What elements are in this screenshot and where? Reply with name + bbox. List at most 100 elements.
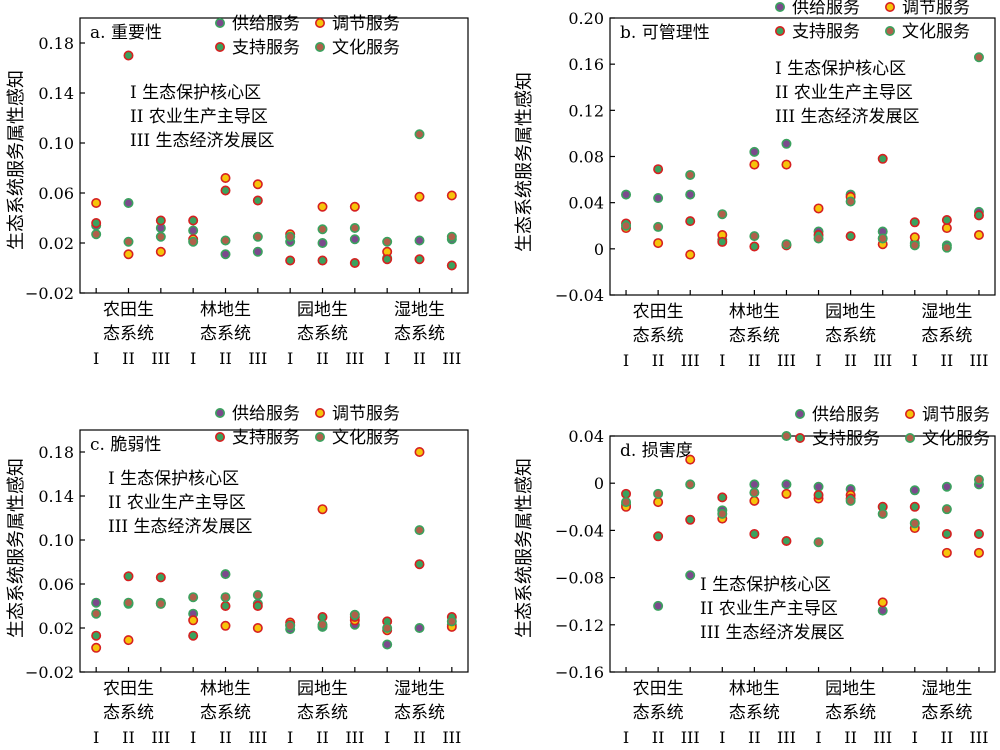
x-group-label: 湿地生 bbox=[394, 300, 445, 320]
zone-description: III 生态经济发展区 bbox=[108, 517, 253, 537]
data-point bbox=[349, 234, 360, 245]
data-point bbox=[909, 232, 920, 243]
data-point bbox=[781, 430, 792, 441]
data-point bbox=[285, 620, 296, 631]
data-point bbox=[446, 260, 457, 271]
y-tick-label: 0.18 bbox=[38, 34, 74, 53]
data-point bbox=[653, 164, 664, 175]
data-point bbox=[653, 600, 664, 611]
data-point bbox=[349, 609, 360, 620]
x-zone-label: II bbox=[316, 349, 329, 368]
zone-description: II 农业生产主导区 bbox=[108, 493, 246, 513]
series-3 bbox=[91, 50, 457, 271]
x-zone-label: II bbox=[748, 728, 761, 747]
data-point bbox=[252, 246, 263, 257]
data-point bbox=[188, 615, 199, 626]
x-zone-label: III bbox=[248, 728, 267, 747]
x-group-label: 态系统 bbox=[103, 324, 154, 344]
legend-label: 文化服务 bbox=[332, 38, 400, 58]
x-group-label: 湿地生 bbox=[394, 679, 445, 699]
x-zone-label: I bbox=[912, 351, 918, 370]
y-tick-label: −0.04 bbox=[555, 521, 604, 540]
x-zone-label: III bbox=[345, 349, 364, 368]
zone-legend: I 生态保护核心区 II 农业生产主导区 III 生态经济发展区 bbox=[700, 575, 845, 643]
x-group-label: 态系统 bbox=[921, 326, 972, 346]
y-tick-label: 0.02 bbox=[38, 234, 74, 253]
data-point bbox=[749, 487, 760, 498]
x-zone-label: I bbox=[912, 728, 918, 747]
data-point bbox=[317, 201, 328, 212]
zone-description: I 生态保护核心区 bbox=[700, 575, 831, 595]
data-point bbox=[685, 570, 696, 581]
x-group-label: 湿地生 bbox=[921, 302, 972, 322]
data-point bbox=[813, 203, 824, 214]
x-zone-label: II bbox=[413, 349, 426, 368]
data-point bbox=[155, 598, 166, 609]
x-group-label: 态系统 bbox=[394, 324, 445, 344]
data-point bbox=[749, 241, 760, 252]
data-point bbox=[621, 497, 632, 508]
data-point bbox=[252, 600, 263, 611]
data-point bbox=[813, 481, 824, 492]
data-point bbox=[91, 597, 102, 608]
x-zone-label: II bbox=[122, 349, 135, 368]
data-point bbox=[749, 528, 760, 539]
data-point bbox=[909, 501, 920, 512]
zone-legend: I 生态保护核心区 II 农业生产主导区 III 生态经济发展区 bbox=[108, 469, 253, 537]
x-group-label: 态系统 bbox=[297, 703, 348, 723]
x-zone-label: II bbox=[219, 349, 232, 368]
x-zone-label: II bbox=[748, 351, 761, 370]
x-zone-label: III bbox=[248, 349, 267, 368]
data-point bbox=[188, 236, 199, 247]
data-point bbox=[781, 138, 792, 149]
data-point bbox=[285, 231, 296, 242]
data-point bbox=[877, 605, 888, 616]
y-tick-label: 0.06 bbox=[38, 184, 74, 203]
x-zone-label: II bbox=[122, 728, 135, 747]
x-group-label: 态系统 bbox=[394, 703, 445, 723]
legend-marker bbox=[314, 431, 325, 442]
legend-label: 供给服务 bbox=[792, 0, 860, 18]
data-point bbox=[909, 485, 920, 496]
y-tick-label: 0.02 bbox=[38, 619, 74, 638]
y-tick-label: 0.10 bbox=[38, 531, 74, 550]
data-point bbox=[414, 559, 425, 570]
data-point bbox=[813, 233, 824, 244]
legend-label: 文化服务 bbox=[922, 429, 990, 449]
zone-description: III 生态经济发展区 bbox=[775, 107, 920, 127]
data-point bbox=[317, 504, 328, 515]
x-zone-label: I bbox=[287, 349, 293, 368]
x-zone-label: I bbox=[719, 728, 725, 747]
chart-panel-c: −0.020.020.060.100.140.18I II III I II III I II… bbox=[6, 404, 469, 747]
data-point bbox=[382, 622, 393, 633]
legend-label: 文化服务 bbox=[332, 428, 400, 448]
series-1 bbox=[621, 479, 984, 616]
x-zone-label: III bbox=[777, 351, 796, 370]
data-point bbox=[123, 635, 134, 646]
data-point bbox=[717, 209, 728, 220]
x-zone-label: II bbox=[219, 728, 232, 747]
data-point bbox=[123, 198, 134, 209]
x-zone-label: I bbox=[190, 728, 196, 747]
x-zone-label: II bbox=[844, 728, 857, 747]
data-point bbox=[909, 518, 920, 529]
x-zone-label: I bbox=[93, 349, 99, 368]
data-point bbox=[188, 630, 199, 641]
data-point bbox=[909, 217, 920, 228]
y-tick-label: 0.14 bbox=[38, 487, 74, 506]
data-point bbox=[414, 622, 425, 633]
data-point bbox=[749, 495, 760, 506]
x-group-label: 农田生 bbox=[103, 679, 154, 699]
legend-marker bbox=[774, 25, 785, 36]
data-point bbox=[220, 235, 231, 246]
y-tick-label: 0.04 bbox=[568, 194, 604, 213]
zone-description: III 生态经济发展区 bbox=[130, 131, 275, 151]
legend-marker bbox=[884, 25, 895, 36]
data-point bbox=[749, 146, 760, 157]
y-tick-label: 0.06 bbox=[38, 575, 74, 594]
zone-description: I 生态保护核心区 bbox=[775, 59, 906, 79]
x-zone-label: II bbox=[652, 728, 665, 747]
y-tick-label: −0.08 bbox=[555, 569, 604, 588]
series-1 bbox=[621, 138, 984, 251]
